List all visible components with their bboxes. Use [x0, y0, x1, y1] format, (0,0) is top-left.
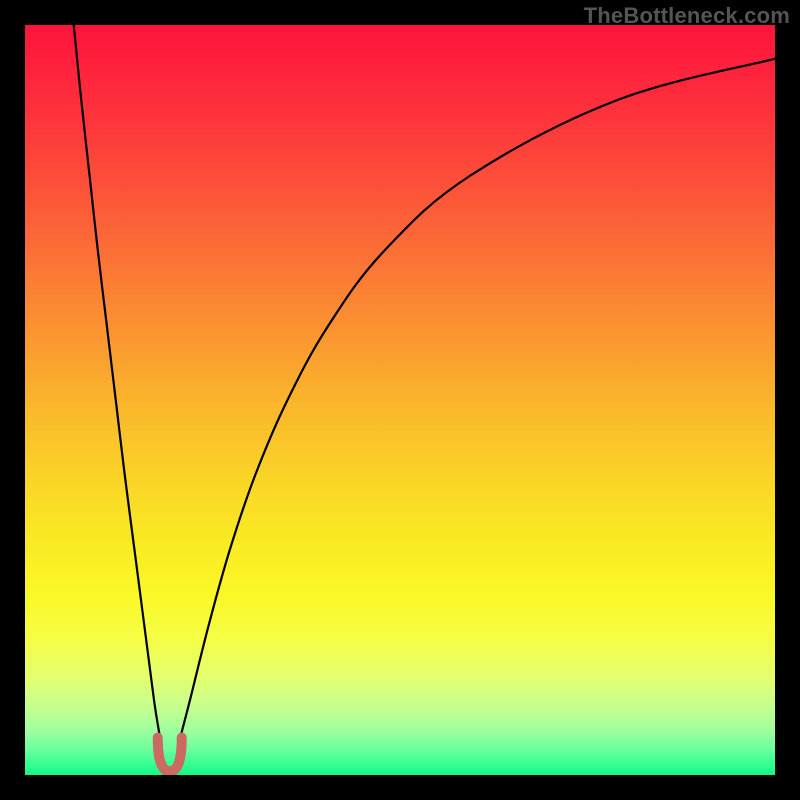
- gradient-background: [25, 25, 775, 775]
- chart-frame: TheBottleneck.com: [0, 0, 800, 800]
- bottleneck-chart-svg: [25, 25, 775, 775]
- plot-area: [25, 25, 775, 775]
